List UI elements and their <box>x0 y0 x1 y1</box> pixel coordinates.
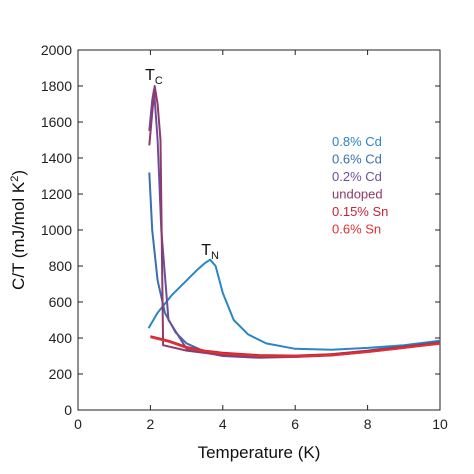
legend-entry-4: 0.15% Sn <box>332 204 388 219</box>
annotation-TN: TN <box>201 242 219 262</box>
legend-entry-0: 0.8% Cd <box>332 134 382 149</box>
legend: 0.8% Cd 0.6% Cd 0.2% Cd undoped 0.15% Sn 0.6%… <box>332 134 388 237</box>
x-axis-title: Temperature (K) <box>198 443 321 462</box>
legend-entry-2: 0.2% Cd <box>332 169 382 184</box>
x-tick-label: 8 <box>364 416 372 432</box>
series-line-0 <box>147 258 441 351</box>
y-tick-label: 1000 <box>41 222 72 238</box>
y-tick-label: 800 <box>49 258 73 274</box>
y-axis: 0 200 400 600 800 1000 1200 1400 1600 1800 2000 <box>41 42 440 418</box>
series-layer <box>147 85 441 359</box>
y-axis-title-main: C/T (mJ/mol K <box>9 181 28 290</box>
y-tick-label: 1200 <box>41 186 72 202</box>
series-line-5 <box>150 336 441 358</box>
legend-entry-5: 0.6% Sn <box>332 222 381 237</box>
y-tick-label: 1600 <box>41 114 72 130</box>
legend-entry-3: undoped <box>332 187 383 202</box>
x-tick-label: 0 <box>74 416 82 432</box>
y-tick-label: 1800 <box>41 78 72 94</box>
annotation-sub: N <box>211 250 219 262</box>
y-tick-label: 600 <box>49 294 73 310</box>
x-tick-label: 10 <box>432 416 448 432</box>
y-axis-title-close: ) <box>9 170 28 176</box>
annotation-main: T <box>201 242 211 259</box>
y-tick-label: 400 <box>49 330 73 346</box>
y-tick-label: 2000 <box>41 42 72 58</box>
x-tick-label: 6 <box>291 416 299 432</box>
y-axis-title-sup: 2 <box>9 176 21 182</box>
x-axis: 0 2 4 6 8 10 <box>74 50 448 432</box>
y-tick-label: 0 <box>64 402 72 418</box>
x-tick-label: 2 <box>147 416 155 432</box>
x-tick-label: 4 <box>219 416 227 432</box>
y-tick-label: 1400 <box>41 150 72 166</box>
y-axis-title: C/T (mJ/mol K2) <box>9 170 28 290</box>
annotation-sub: C <box>155 75 163 87</box>
annotation-TC: TC <box>145 67 163 87</box>
legend-entry-1: 0.6% Cd <box>332 152 382 167</box>
y-tick-label: 200 <box>49 366 73 382</box>
annotation-main: T <box>145 67 155 84</box>
